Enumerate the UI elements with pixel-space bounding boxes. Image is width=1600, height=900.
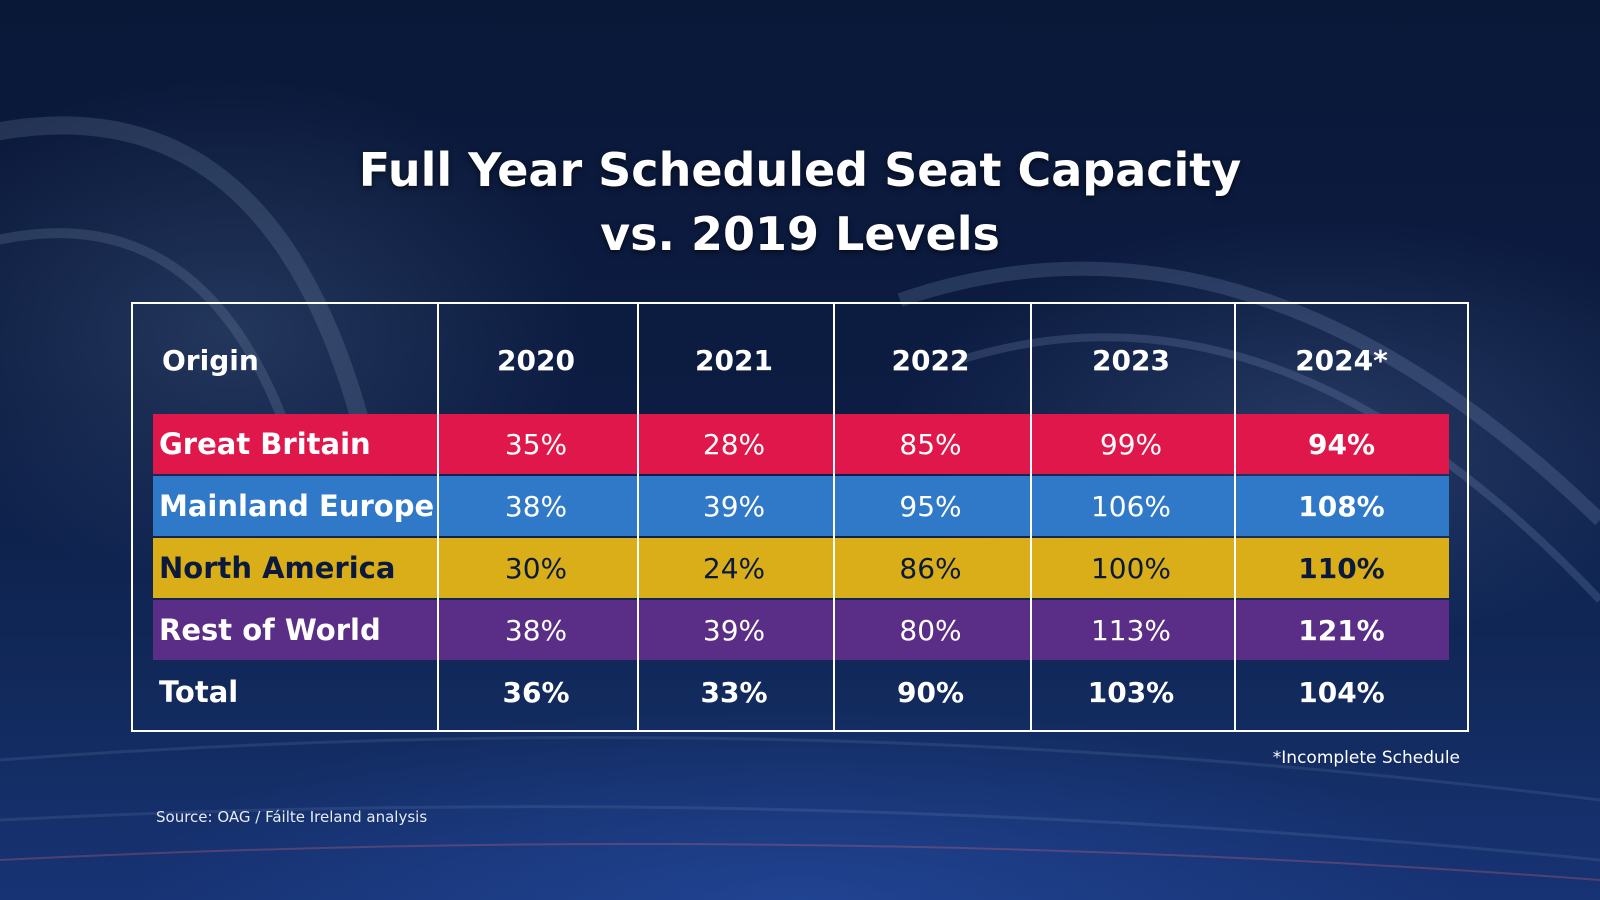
cell-value: 36% <box>502 675 570 709</box>
footnote-incomplete-schedule: *Incomplete Schedule <box>1272 748 1460 768</box>
table-row-north-america: North America 30% 24% 86% 100% 110% <box>153 538 1449 598</box>
column-divider <box>1234 304 1236 730</box>
header-cell-2022: 2022 <box>891 343 970 377</box>
table-row-total: Total 36% 33% 90% 103% 104% <box>153 662 1449 722</box>
cell-value: 103% <box>1087 675 1175 709</box>
cell-value: 110% <box>1298 551 1385 585</box>
cell-value: 38% <box>504 489 568 523</box>
slide-title: Full Year Scheduled Seat Capacity vs. 20… <box>0 138 1600 266</box>
cell-value: 94% <box>1307 427 1376 461</box>
cell-value: 106% <box>1090 489 1172 523</box>
column-divider <box>437 304 439 730</box>
row-label: Rest of World <box>159 613 381 647</box>
row-label: Mainland Europe <box>159 489 435 523</box>
cell-value: 90% <box>896 675 965 709</box>
title-line-1: Full Year Scheduled Seat Capacity <box>358 143 1242 197</box>
cell-value: 38% <box>504 613 568 647</box>
table-row-mainland-europe: Mainland Europe 38% 39% 95% 106% 108% <box>153 476 1449 536</box>
table-row-great-britain: Great Britain 35% 28% 85% 99% 94% <box>153 414 1449 474</box>
row-label: Great Britain <box>159 427 371 461</box>
header-cell-2023: 2023 <box>1092 343 1170 377</box>
cell-value: 35% <box>504 427 568 461</box>
source-note: Source: OAG / Fáilte Ireland analysis <box>156 808 428 826</box>
cell-value: 113% <box>1090 613 1172 647</box>
capacity-table: Origin 2020 2021 2022 2023 2024* Great B… <box>131 302 1469 732</box>
cell-value: 28% <box>702 427 766 461</box>
cell-value: 95% <box>899 489 962 523</box>
header-cell-2021: 2021 <box>695 343 773 377</box>
cell-value: 86% <box>899 551 962 585</box>
cell-value: 39% <box>702 613 766 647</box>
cell-value: 104% <box>1298 675 1385 709</box>
column-divider <box>637 304 639 730</box>
title-line-2: vs. 2019 Levels <box>600 207 1000 261</box>
header-cell-2020: 2020 <box>497 343 575 377</box>
cell-value: 99% <box>1099 427 1163 461</box>
cell-value: 80% <box>899 613 962 647</box>
table-row-rest-of-world: Rest of World 38% 39% 80% 113% 121% <box>153 600 1449 660</box>
cell-value: 30% <box>504 551 568 585</box>
column-divider <box>1030 304 1032 730</box>
cell-value: 24% <box>702 551 766 585</box>
table-header-row: Origin 2020 2021 2022 2023 2024* <box>153 330 1449 390</box>
cell-value: 39% <box>702 489 766 523</box>
column-divider <box>833 304 835 730</box>
cell-value: 85% <box>899 427 962 461</box>
row-label: Total <box>159 675 239 709</box>
row-label: North America <box>159 551 396 585</box>
header-cell-origin: Origin <box>162 343 259 377</box>
cell-value: 33% <box>700 675 768 709</box>
cell-value: 100% <box>1090 551 1172 585</box>
header-cell-2024: 2024* <box>1295 343 1388 377</box>
cell-value: 108% <box>1298 489 1385 523</box>
cell-value: 121% <box>1298 613 1385 647</box>
